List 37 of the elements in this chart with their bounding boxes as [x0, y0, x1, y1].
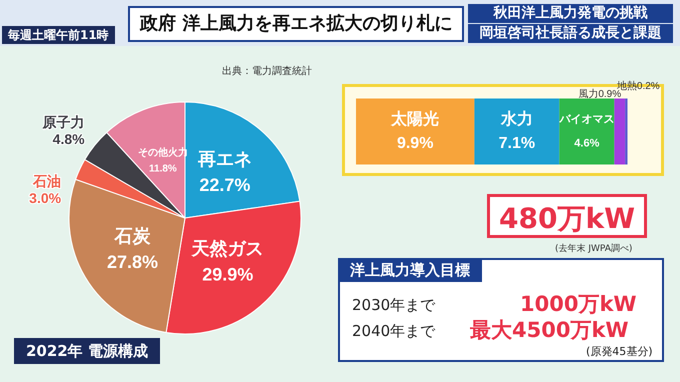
- data-label: 27.8%: [106, 252, 158, 272]
- slice-label: 天然ガス: [190, 238, 264, 259]
- data-label: 9.9%: [396, 135, 434, 152]
- bar: [356, 98, 474, 164]
- text: (去年末 JWPA調べ): [555, 242, 632, 255]
- text: 毎週土曜午前11時: [2, 26, 115, 44]
- data-label: 22.7%: [199, 174, 250, 195]
- text: (原発45基分): [586, 344, 653, 359]
- slice-label: 石油: [32, 173, 62, 190]
- data-label: 11.8%: [148, 164, 177, 175]
- data-label: 7.1%: [498, 135, 536, 152]
- text: 洋上風力導入目標: [338, 258, 482, 282]
- data-label: 4.6%: [574, 138, 600, 150]
- bar: [559, 98, 614, 164]
- bar: [614, 98, 626, 164]
- text: 2030年まで: [352, 296, 436, 315]
- series-label: 太陽光: [390, 110, 440, 128]
- text: 1000万kW: [520, 291, 637, 318]
- text: 2022年 電源構成: [14, 338, 160, 364]
- source-note: 出典：電力調査統計: [222, 64, 312, 78]
- slice-label: 再エネ: [196, 148, 252, 169]
- text: 岡垣啓司社長語る成長と課題: [468, 24, 673, 43]
- data-label: 29.9%: [202, 264, 254, 285]
- text: 2040年まで: [352, 322, 436, 341]
- slice-label: 石炭: [113, 226, 152, 246]
- slice-label: 原子力: [42, 114, 85, 130]
- series-label: バイオマス: [558, 114, 614, 126]
- data-label: 4.8%: [52, 131, 86, 148]
- text: 秋田洋上風力発電の挑戦: [468, 4, 673, 23]
- text: 地熱0.2%: [616, 81, 660, 92]
- data-label: 3.0%: [29, 190, 62, 206]
- chart-title: 政府 洋上風力を再エネ拡大の切り札に: [128, 6, 464, 42]
- series-label: 水力: [500, 110, 533, 128]
- text: 480万kW: [487, 194, 647, 238]
- text: 風力0.9%: [578, 89, 622, 100]
- bar: [474, 98, 560, 164]
- text: 最大4500万kW: [470, 317, 629, 344]
